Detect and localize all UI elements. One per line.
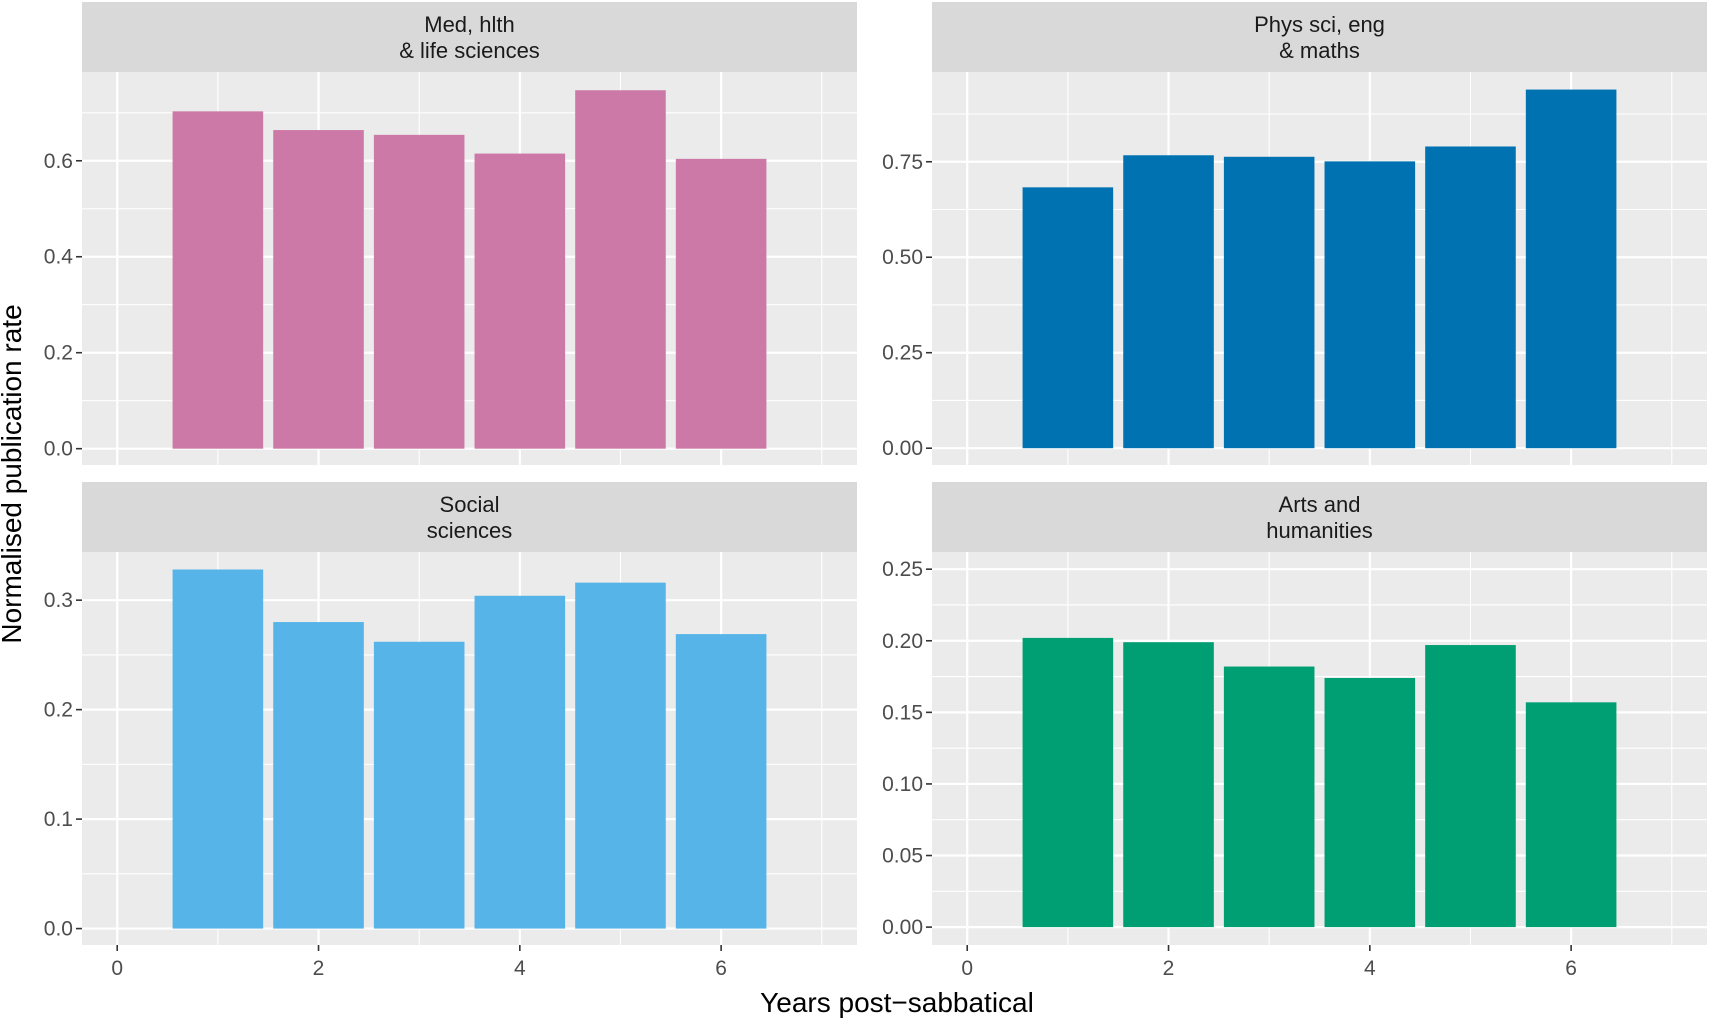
facet-strip bbox=[82, 2, 857, 72]
facet-strip-label: Med, hlth bbox=[424, 12, 515, 37]
bar bbox=[172, 111, 264, 449]
bar bbox=[1123, 155, 1214, 449]
facet-strip-label: sciences bbox=[427, 518, 513, 543]
bar bbox=[675, 634, 767, 929]
bar bbox=[172, 569, 264, 929]
y-tick-label: 0.20 bbox=[882, 630, 923, 653]
bar bbox=[373, 641, 465, 929]
facet-strip-label: & life sciences bbox=[399, 38, 540, 63]
facet-strip-label: Phys sci, eng bbox=[1254, 12, 1385, 37]
bar bbox=[474, 153, 566, 449]
bar bbox=[675, 158, 767, 449]
y-tick-label: 0.1 bbox=[44, 808, 73, 831]
facet-strip bbox=[932, 482, 1707, 552]
bar bbox=[1324, 677, 1416, 928]
facet-panel-2: Phys sci, eng& maths 0.00 0.25 0.50 0.75 bbox=[882, 2, 1707, 465]
y-tick-label: 0.25 bbox=[882, 342, 923, 365]
y-tick-label: 0.00 bbox=[882, 437, 923, 460]
x-tick-label: 0 bbox=[111, 957, 123, 980]
bar bbox=[273, 622, 364, 929]
bar bbox=[1022, 187, 1114, 449]
facet-strip-label: & maths bbox=[1279, 38, 1360, 63]
facet-strip-label: Arts and bbox=[1279, 492, 1361, 517]
bar bbox=[474, 595, 566, 929]
y-tick-label: 0.10 bbox=[882, 773, 923, 796]
y-tick-label: 0.50 bbox=[882, 246, 923, 269]
x-tick-label: 2 bbox=[1163, 957, 1175, 980]
y-axis-title: Normalised publication rate bbox=[0, 304, 27, 643]
y-tick-label: 0.6 bbox=[44, 150, 73, 173]
bar bbox=[1223, 156, 1315, 449]
y-tick-label: 0.4 bbox=[44, 246, 74, 269]
bar bbox=[1324, 161, 1416, 449]
facet-strip bbox=[932, 2, 1707, 72]
bar bbox=[575, 90, 666, 449]
bar bbox=[1425, 146, 1516, 449]
facet-panel-1: Med, hlth& life sciences 0.0 0.2 0.4 0.6 bbox=[44, 2, 857, 465]
y-tick-label: 0.25 bbox=[882, 558, 923, 581]
y-tick-label: 0.15 bbox=[882, 701, 923, 724]
bar bbox=[373, 134, 465, 449]
bar bbox=[273, 130, 364, 449]
bar bbox=[1525, 702, 1617, 928]
y-tick-label: 0.05 bbox=[882, 845, 923, 868]
x-tick-label: 2 bbox=[313, 957, 325, 980]
bar bbox=[1123, 642, 1214, 928]
x-tick-label: 0 bbox=[961, 957, 973, 980]
x-tick-label: 6 bbox=[715, 957, 727, 980]
facet-strip-label: humanities bbox=[1266, 518, 1372, 543]
bar bbox=[1022, 637, 1114, 928]
facet-strip bbox=[82, 482, 857, 552]
x-axis-title: Years post−sabbatical bbox=[760, 987, 1034, 1018]
y-tick-label: 0.0 bbox=[44, 438, 73, 461]
facet-strip-label: Social bbox=[440, 492, 500, 517]
x-tick-label: 4 bbox=[514, 957, 526, 980]
y-tick-label: 0.2 bbox=[44, 342, 73, 365]
y-tick-label: 0.0 bbox=[44, 918, 73, 941]
bar bbox=[1425, 645, 1516, 928]
y-tick-label: 0.3 bbox=[44, 589, 73, 612]
x-tick-label: 4 bbox=[1364, 957, 1376, 980]
bar bbox=[575, 582, 666, 929]
x-tick-label: 6 bbox=[1565, 957, 1577, 980]
y-tick-label: 0.2 bbox=[44, 699, 73, 722]
y-tick-label: 0.75 bbox=[882, 151, 923, 174]
bar bbox=[1223, 666, 1315, 928]
bar bbox=[1525, 89, 1617, 449]
y-tick-label: 0.00 bbox=[882, 916, 923, 939]
